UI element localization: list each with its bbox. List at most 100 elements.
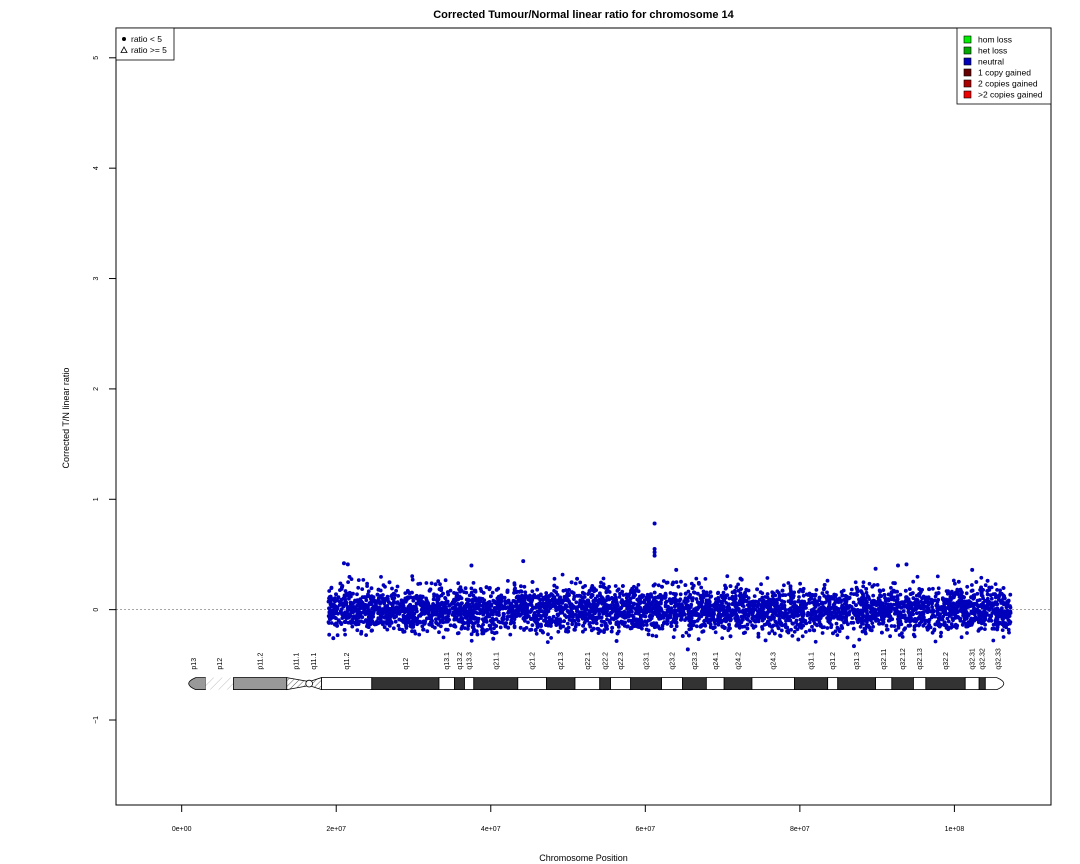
data-point bbox=[403, 607, 408, 612]
data-point bbox=[525, 609, 530, 614]
data-point bbox=[481, 631, 486, 636]
data-point bbox=[638, 607, 643, 612]
data-point bbox=[888, 616, 893, 620]
data-point bbox=[979, 604, 983, 608]
data-point bbox=[469, 638, 474, 643]
ideogram-band-label: q22.1 bbox=[585, 652, 592, 670]
data-point bbox=[853, 580, 858, 585]
data-point bbox=[627, 611, 631, 615]
data-point bbox=[870, 621, 875, 625]
data-point bbox=[495, 604, 500, 609]
data-point bbox=[466, 627, 470, 631]
data-point bbox=[578, 580, 583, 585]
data-point bbox=[529, 617, 533, 621]
ideogram-band bbox=[751, 677, 795, 690]
data-point bbox=[960, 622, 965, 627]
data-point bbox=[759, 582, 763, 587]
data-point bbox=[861, 612, 865, 617]
data-point bbox=[434, 621, 439, 625]
data-point bbox=[535, 605, 539, 609]
data-point bbox=[987, 585, 992, 590]
data-point bbox=[785, 625, 790, 630]
data-point bbox=[615, 588, 620, 593]
data-point bbox=[443, 619, 448, 624]
data-point bbox=[821, 587, 826, 592]
ideogram-band-label: q32.32 bbox=[980, 648, 987, 670]
data-point bbox=[972, 603, 976, 607]
data-point bbox=[793, 625, 798, 630]
data-point bbox=[786, 581, 791, 585]
data-point bbox=[921, 601, 926, 606]
data-point bbox=[540, 597, 545, 602]
data-point bbox=[796, 637, 801, 642]
data-point bbox=[329, 621, 334, 625]
data-point bbox=[716, 591, 720, 596]
data-point bbox=[573, 624, 578, 629]
data-point bbox=[889, 624, 894, 628]
ideogram-band bbox=[321, 677, 373, 690]
data-point bbox=[599, 580, 603, 585]
data-point bbox=[861, 584, 866, 589]
ideogram-band bbox=[464, 677, 475, 690]
data-point bbox=[812, 628, 817, 633]
data-point bbox=[358, 611, 363, 616]
data-point bbox=[387, 624, 392, 628]
data-point bbox=[840, 626, 845, 630]
data-point bbox=[395, 584, 400, 589]
ideogram-band-label: q32.31 bbox=[970, 648, 977, 670]
data-point bbox=[813, 599, 818, 604]
data-point bbox=[411, 598, 416, 603]
data-point bbox=[366, 589, 371, 594]
data-point bbox=[336, 618, 341, 623]
data-point bbox=[767, 631, 772, 636]
data-point bbox=[603, 622, 608, 627]
data-point bbox=[549, 636, 553, 640]
data-point bbox=[696, 605, 700, 610]
data-point bbox=[912, 627, 917, 632]
data-point bbox=[455, 602, 460, 606]
data-point bbox=[575, 609, 579, 614]
ideogram-band bbox=[984, 677, 1005, 690]
data-point bbox=[770, 590, 775, 595]
data-point bbox=[760, 604, 765, 609]
data-point bbox=[429, 581, 434, 586]
data-point bbox=[501, 606, 505, 611]
data-point bbox=[794, 618, 799, 623]
data-point bbox=[494, 624, 499, 628]
data-point bbox=[526, 620, 530, 625]
data-point bbox=[579, 604, 584, 609]
data-point bbox=[708, 594, 713, 599]
data-point bbox=[834, 621, 839, 626]
data-point bbox=[509, 605, 514, 610]
data-point bbox=[636, 589, 641, 594]
data-point bbox=[695, 618, 700, 623]
data-point bbox=[958, 609, 963, 613]
data-point bbox=[909, 601, 914, 606]
data-point bbox=[874, 603, 879, 608]
data-point bbox=[914, 611, 919, 615]
data-point bbox=[953, 581, 957, 586]
data-point bbox=[813, 639, 818, 644]
data-point bbox=[914, 593, 919, 598]
data-point bbox=[713, 621, 717, 626]
data-point bbox=[546, 609, 551, 614]
data-point bbox=[1001, 635, 1006, 639]
data-point bbox=[385, 627, 390, 632]
data-point bbox=[656, 583, 661, 588]
data-point bbox=[905, 616, 910, 621]
data-point bbox=[530, 623, 535, 627]
data-point bbox=[651, 583, 656, 588]
data-point bbox=[359, 631, 363, 636]
data-point bbox=[1008, 592, 1013, 597]
data-point bbox=[734, 616, 739, 621]
data-point bbox=[925, 609, 930, 614]
data-point bbox=[825, 626, 830, 630]
data-point bbox=[356, 585, 361, 590]
data-point bbox=[791, 595, 795, 600]
data-point bbox=[997, 595, 1001, 600]
data-point bbox=[869, 600, 874, 605]
data-point bbox=[892, 624, 897, 628]
data-point bbox=[419, 612, 424, 617]
data-point bbox=[536, 617, 540, 622]
